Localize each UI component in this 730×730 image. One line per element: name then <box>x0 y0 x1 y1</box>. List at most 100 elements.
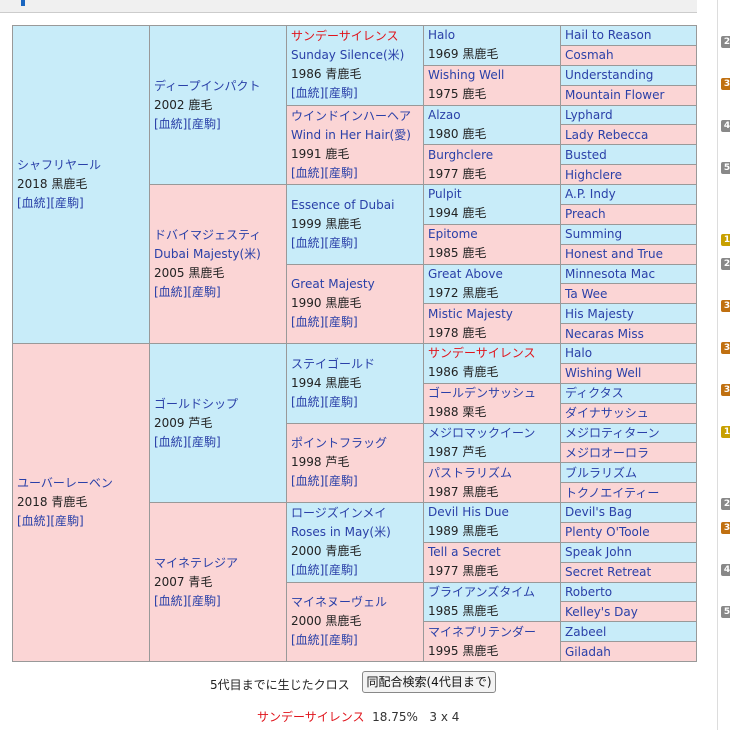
bloodline-link[interactable]: [血統] <box>291 165 325 180</box>
horse-name-link[interactable]: Hail to Reason <box>565 28 652 43</box>
bloodline-link[interactable]: [血統] <box>17 514 51 528</box>
horse-name-link[interactable]: Wishing Well <box>565 366 642 381</box>
horse-name-link[interactable]: マイネテレジア <box>154 555 239 570</box>
horse-name-link[interactable]: トクノエイティー <box>565 485 660 500</box>
progeny-link[interactable]: [産駒] <box>187 116 221 131</box>
horse-name-link[interactable]: Busted <box>565 147 607 162</box>
horse-name-link[interactable]: メジロマックイーン <box>428 425 536 440</box>
bloodline-link[interactable]: [血統] <box>154 593 188 608</box>
horse-name-link[interactable]: Mountain Flower <box>565 88 665 103</box>
cross-horse-name[interactable]: サンデーサイレンス <box>257 710 365 724</box>
horse-name-link[interactable]: Pulpit <box>428 187 462 202</box>
progeny-link[interactable]: [産駒] <box>324 474 358 489</box>
horse-name-link[interactable]: ロージズインメイ <box>291 506 387 521</box>
progeny-link[interactable]: [産駒] <box>187 434 221 449</box>
horse-name-link[interactable]: マイネプリテンダー <box>428 624 537 639</box>
progeny-link[interactable]: [産駒] <box>324 86 358 101</box>
horse-name-link[interactable]: Necaras Miss <box>565 326 644 341</box>
bloodline-link[interactable]: [血統] <box>291 315 325 330</box>
horse-name-link[interactable]: Mistic Majesty <box>428 306 513 321</box>
horse-name-link[interactable]: Minnesota Mac <box>565 266 656 281</box>
horse-name-link[interactable]: Secret Retreat <box>565 565 652 580</box>
horse-name-link[interactable]: ディクタス <box>565 386 624 401</box>
horse-name-link[interactable]: ウインドインハーヘア <box>291 108 412 123</box>
horse-name-link[interactable]: Wishing Well <box>428 68 505 83</box>
horse-info: 1989 黒鹿毛 <box>428 524 499 539</box>
pedigree-cell-g5-30: Zabeel <box>560 621 697 643</box>
horse-name-link[interactable]: ブルラリズム <box>565 465 638 480</box>
progeny-link[interactable]: [産駒] <box>187 593 221 608</box>
horse-name-link[interactable]: Halo <box>428 28 456 43</box>
horse-name-link[interactable]: Honest and True <box>565 247 664 262</box>
horse-info: 1998 芦毛 <box>291 455 350 470</box>
progeny-link[interactable]: [産駒] <box>324 394 358 409</box>
horse-name-en-link[interactable]: Wind in Her Hair(愛) <box>291 127 411 142</box>
horse-name-link[interactable]: Tell a Secret <box>428 545 501 560</box>
horse-name-link[interactable]: ユーバーレーベン <box>17 476 113 490</box>
horse-name-link[interactable]: Highclere <box>565 167 622 182</box>
horse-name-link[interactable]: ゴールデンサッシュ <box>428 386 537 401</box>
horse-name-link[interactable]: ブライアンズタイム <box>428 584 536 599</box>
horse-name-link[interactable]: Burghclere <box>428 147 494 162</box>
bloodline-link[interactable]: [血統] <box>154 434 188 449</box>
horse-name-link[interactable]: ダイナサッシュ <box>565 406 649 421</box>
bloodline-link[interactable]: [血統] <box>291 235 325 250</box>
bloodline-link[interactable]: [血統] <box>291 86 325 101</box>
bloodline-link[interactable]: [血統] <box>291 474 325 489</box>
same-mating-search-button[interactable]: 同配合検索(4代目まで) <box>362 671 496 693</box>
horse-name-link[interactable]: サンデーサイレンス <box>291 29 399 44</box>
progeny-link[interactable]: [産駒] <box>50 196 84 210</box>
horse-name-link[interactable]: Speak John <box>565 545 632 560</box>
horse-name-link[interactable]: Understanding <box>565 68 654 83</box>
horse-name-link[interactable]: Ta Wee <box>565 286 608 301</box>
horse-name-link[interactable]: Epitome <box>428 227 478 242</box>
horse-name-link[interactable]: ポイントフラッグ <box>291 436 388 451</box>
bloodline-link[interactable]: [血統] <box>17 196 51 210</box>
horse-name-link[interactable]: His Majesty <box>565 306 634 321</box>
horse-name-link[interactable]: Alzao <box>428 107 461 122</box>
bloodline-link[interactable]: [血統] <box>154 116 188 131</box>
horse-name-link[interactable]: Cosmah <box>565 48 614 63</box>
horse-name-link[interactable]: Plenty O'Toole <box>565 525 650 540</box>
progeny-link[interactable]: [産駒] <box>187 285 221 299</box>
horse-name-link[interactable]: Preach <box>565 207 606 222</box>
progeny-link[interactable]: [産駒] <box>324 315 358 330</box>
horse-name-link[interactable]: Great Above <box>428 266 503 281</box>
bloodline-link[interactable]: [血統] <box>291 563 325 578</box>
progeny-link[interactable]: [産駒] <box>324 633 358 648</box>
progeny-link[interactable]: [産駒] <box>324 165 358 180</box>
bloodline-link[interactable]: [血統] <box>154 285 188 299</box>
horse-name-link[interactable]: Roberto <box>565 584 613 599</box>
horse-name-link[interactable]: メジロティターン <box>565 425 660 440</box>
horse-name-link[interactable]: ディープインパクト <box>154 78 261 93</box>
horse-name-link[interactable]: ゴールドシップ <box>154 396 239 411</box>
horse-name-en-link[interactable]: Roses in May(米) <box>291 525 391 540</box>
horse-name-link[interactable]: A.P. Indy <box>565 187 616 202</box>
horse-name-en-link[interactable]: Dubai Majesty(米) <box>154 247 261 261</box>
progeny-link[interactable]: [産駒] <box>324 563 358 578</box>
horse-name-en-link[interactable]: Sunday Silence(米) <box>291 48 405 63</box>
horse-name-link[interactable]: Kelley's Day <box>565 604 638 619</box>
horse-name-link[interactable]: Lady Rebecca <box>565 127 649 142</box>
horse-name-link[interactable]: Devil His Due <box>428 505 509 520</box>
horse-name-link[interactable]: シャフリヤール <box>17 158 102 172</box>
horse-name-link[interactable]: パストラリズム <box>428 465 513 480</box>
horse-name-link[interactable]: Devil's Bag <box>565 505 632 520</box>
horse-name-link[interactable]: ドバイマジェスティ <box>154 228 262 242</box>
bloodline-link[interactable]: [血統] <box>291 394 325 409</box>
horse-name-link[interactable]: メジロオーロラ <box>565 445 650 460</box>
horse-name-link[interactable]: Halo <box>565 346 593 361</box>
horse-name-link[interactable]: ステイゴールド <box>291 356 376 371</box>
horse-name-link[interactable]: Great Majesty <box>291 277 375 292</box>
progeny-link[interactable]: [産駒] <box>50 514 84 528</box>
bloodline-link[interactable]: [血統] <box>291 633 325 648</box>
horse-name-link[interactable]: Summing <box>565 227 623 242</box>
horse-name-link[interactable]: Zabeel <box>565 624 607 639</box>
progeny-link[interactable]: [産駒] <box>324 235 358 250</box>
horse-name-link[interactable]: Giladah <box>565 644 611 659</box>
horse-name-link[interactable]: マイネヌーヴェル <box>291 595 388 610</box>
horse-name-link[interactable]: サンデーサイレンス <box>428 346 536 361</box>
pedigree-row: Ta Wee <box>13 283 697 305</box>
horse-name-link[interactable]: Essence of Dubai <box>291 197 395 212</box>
horse-name-link[interactable]: Lyphard <box>565 107 613 122</box>
